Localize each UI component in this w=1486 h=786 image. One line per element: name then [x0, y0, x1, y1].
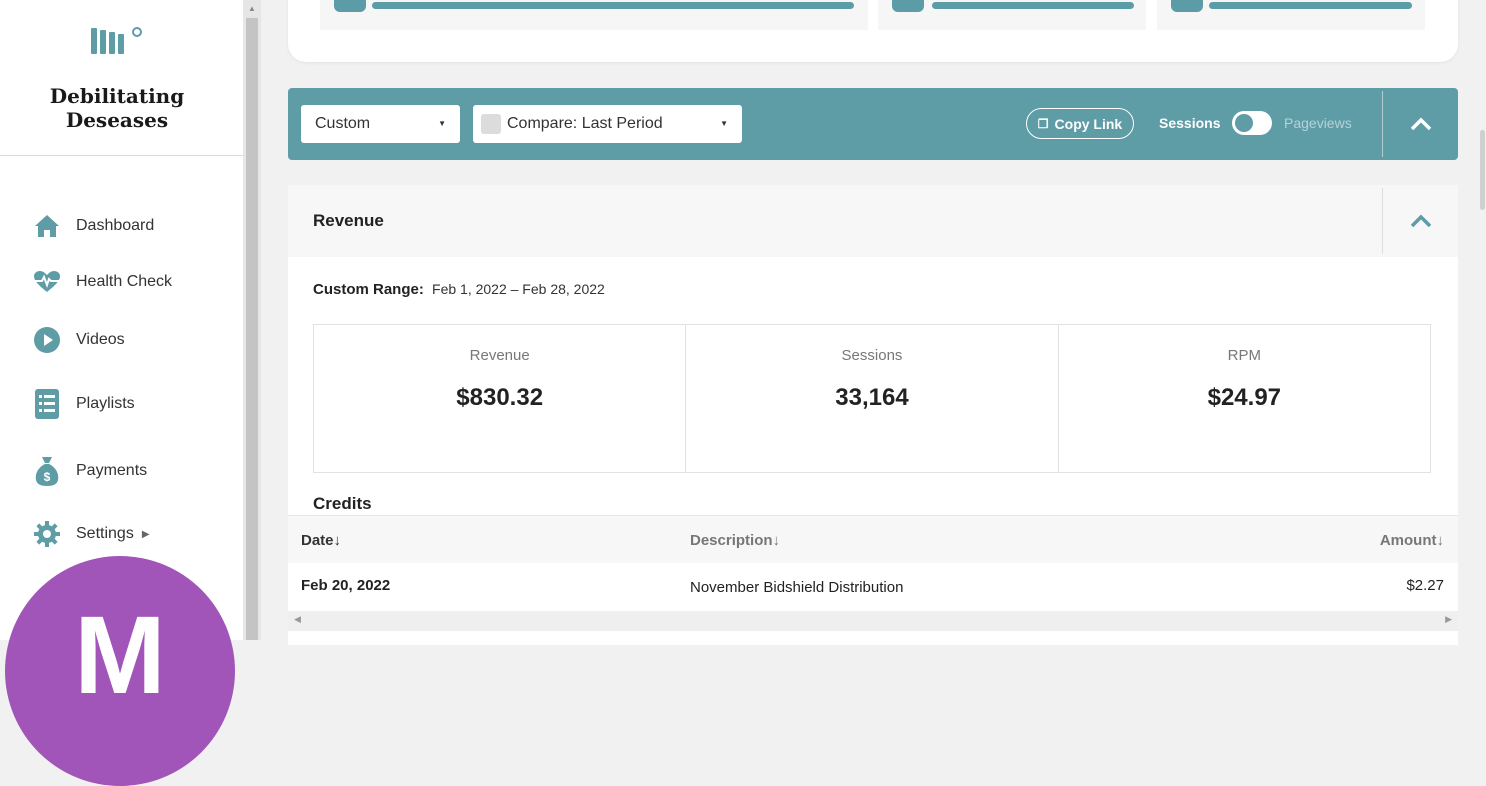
stat-bar [1209, 2, 1412, 9]
metric-label: Revenue [469, 347, 530, 364]
caret-right-icon: ▶ [141, 528, 150, 540]
scroll-right-arrow-icon[interactable]: ▶ [1445, 614, 1452, 624]
custom-range: Custom Range: Feb 1, 2022 – Feb 28, 2022 [313, 281, 605, 298]
svg-text:$: $ [44, 470, 51, 484]
tablet-icon [1171, 0, 1203, 12]
revenue-card: Revenue Custom Range: Feb 1, 2022 – Feb … [288, 185, 1458, 645]
column-header-amount[interactable]: Amount↓ [1379, 532, 1444, 549]
metric-value: $24.97 [1207, 384, 1282, 411]
sidebar-item-videos[interactable]: Videos [32, 322, 125, 358]
toggle-knob [1235, 114, 1253, 132]
toggle-pageviews-label: Pageviews [1284, 115, 1352, 131]
sidebar-item-label: Health Check [76, 273, 173, 290]
sidebar-scrollbar-thumb[interactable] [246, 18, 258, 640]
metric-rpm: RPM $24.97 [1059, 325, 1430, 472]
date-range-select[interactable]: Custom ▼ [301, 105, 460, 143]
stat-tile-embed [878, 0, 1146, 30]
table-horizontal-scrollbar[interactable]: ◀ ▶ [288, 611, 1458, 631]
table-row: Feb 20, 2022 November Bidshield Distribu… [288, 563, 1458, 611]
stat-tile-mobile [1157, 0, 1425, 30]
brand-name: Debilitating Deseases [0, 84, 234, 132]
sidebar-item-dashboard[interactable]: Dashboard [32, 208, 154, 244]
sessions-pageviews-toggle[interactable] [1232, 111, 1272, 135]
play-icon [32, 325, 62, 355]
compare-select[interactable]: Compare: Last Period ▼ [473, 105, 742, 143]
code-icon [892, 0, 924, 12]
page-scrollbar[interactable] [1478, 0, 1486, 640]
filter-bar: Custom ▼ Compare: Last Period ▼ ❐ Copy L… [288, 88, 1458, 160]
copy-icon: ❐ [1037, 116, 1049, 131]
sidebar-item-health-check[interactable]: Health Check [32, 264, 172, 300]
copy-link-label: Copy Link [1054, 115, 1123, 132]
metric-sessions: Sessions 33,164 [686, 325, 1059, 472]
avatar-letter: M [74, 594, 166, 717]
sidebar-item-playlists[interactable]: Playlists [32, 386, 135, 422]
sidebar-item-label: Dashboard [76, 217, 155, 234]
collapse-filter-button[interactable] [1384, 88, 1458, 160]
money-bag-icon: $ [32, 456, 62, 486]
toggle-sessions-label: Sessions [1159, 115, 1221, 131]
stat-tile-desktop [320, 0, 868, 30]
metric-label: RPM [1227, 347, 1261, 364]
date-range-value: Custom [315, 115, 371, 132]
copy-link-button[interactable]: ❐ Copy Link [1026, 108, 1134, 139]
scroll-up-arrow-icon[interactable]: ▲ [248, 4, 256, 13]
metric-label: Sessions [841, 347, 903, 364]
row-amount: $2.27 [1406, 577, 1444, 594]
metric-value: $830.32 [456, 384, 544, 411]
credits-title: Credits [313, 494, 372, 513]
dropdown-arrow-icon: ▼ [720, 119, 728, 128]
revenue-header: Revenue [288, 185, 1458, 257]
sidebar-item-label: Playlists [76, 395, 135, 412]
avatar[interactable]: M [5, 556, 235, 786]
stat-bar [372, 2, 854, 9]
collapse-revenue-button[interactable] [1384, 185, 1458, 257]
revenue-title: Revenue [313, 211, 384, 230]
stat-bar [932, 2, 1134, 9]
sidebar: Debilitating Deseases Dashboard Health C… [0, 0, 243, 786]
credits-table-header: Date↓ Description↓ Amount↓ [288, 515, 1458, 563]
filter-bar-divider [1382, 91, 1383, 157]
compare-checkbox[interactable] [481, 114, 501, 134]
brand-logo[interactable] [88, 22, 148, 62]
sidebar-scrollbar[interactable]: ▲ [243, 0, 261, 640]
monitor-icon [334, 0, 366, 12]
list-icon [32, 389, 62, 419]
row-description: November Bidshield Distribution [690, 579, 904, 596]
column-header-description[interactable]: Description↓ [690, 532, 781, 549]
sidebar-divider [0, 155, 243, 156]
custom-range-value: Feb 1, 2022 – Feb 28, 2022 [432, 281, 605, 297]
sidebar-item-label: Settings [76, 525, 134, 542]
sidebar-item-label: Payments [76, 462, 148, 479]
scroll-left-arrow-icon[interactable]: ◀ [294, 614, 301, 624]
row-date: Feb 20, 2022 [301, 577, 391, 594]
home-icon [32, 211, 62, 241]
chevron-up-icon [1410, 117, 1432, 131]
metrics-panel: Revenue $830.32 Sessions 33,164 RPM $24.… [313, 324, 1431, 473]
brand-name-line2: Deseases [65, 108, 169, 132]
chevron-up-icon [1410, 214, 1432, 228]
gear-icon [32, 519, 62, 549]
main-content: Custom ▼ Compare: Last Period ▼ ❐ Copy L… [261, 0, 1486, 645]
metric-revenue: Revenue $830.32 [314, 325, 687, 472]
page-scrollbar-thumb[interactable] [1480, 130, 1485, 210]
metric-value: 33,164 [835, 384, 909, 411]
compare-value: Compare: Last Period [507, 115, 663, 132]
sidebar-item-payments[interactable]: $ Payments [32, 453, 147, 489]
custom-range-label: Custom Range: [313, 281, 424, 298]
stats-card [288, 0, 1458, 62]
sidebar-item-label: Videos [76, 331, 125, 348]
revenue-header-divider [1382, 188, 1383, 254]
heartbeat-icon [32, 267, 62, 297]
column-header-date[interactable]: Date↓ [301, 532, 342, 549]
dropdown-arrow-icon: ▼ [438, 119, 446, 128]
brand-name-line1: Debilitating [49, 84, 185, 108]
sidebar-item-settings[interactable]: Settings ▶ [32, 516, 150, 552]
